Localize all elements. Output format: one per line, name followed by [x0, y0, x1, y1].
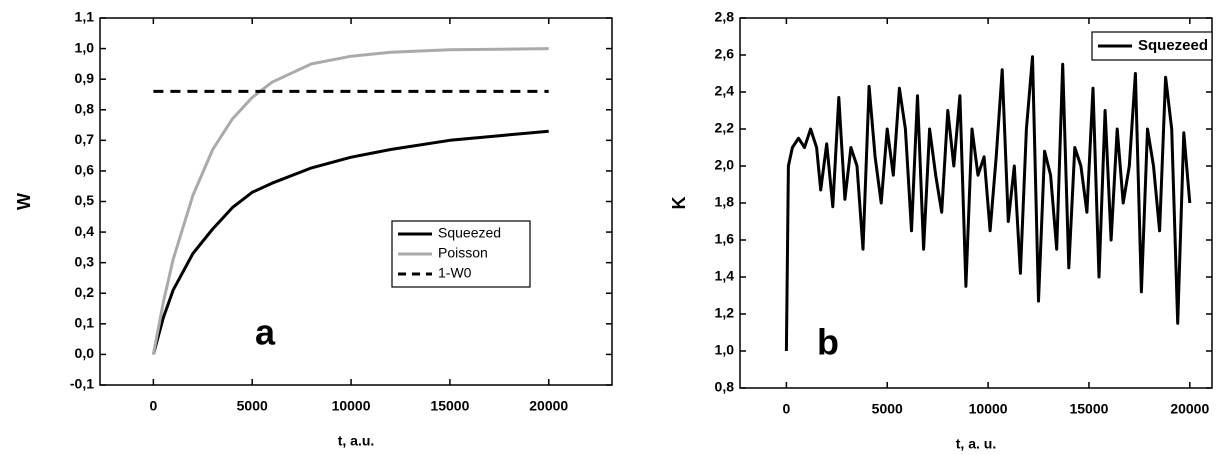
- y-tick-label: 2,6: [715, 46, 735, 62]
- y-tick-label: 0,9: [75, 70, 95, 86]
- x-tick-label: 5000: [872, 401, 903, 417]
- y-tick-label: 0,8: [75, 100, 95, 116]
- y-tick-label: 0,6: [75, 162, 95, 178]
- y-tick-label: 2,0: [715, 157, 735, 173]
- y-tick-label: 1,1: [75, 9, 95, 25]
- y-tick-label: 0,3: [75, 253, 95, 269]
- y-tick-label: 1,0: [75, 39, 95, 55]
- y-tick-label: 1,8: [715, 194, 735, 210]
- x-tick-label: 0: [782, 401, 790, 417]
- y-tick-label: 0,5: [75, 192, 95, 208]
- y-tick-label: 1,6: [715, 231, 735, 247]
- y-tick-label: 2,8: [715, 9, 735, 25]
- plot-frame: [99, 17, 613, 386]
- legend-label: Squeezed: [438, 225, 501, 241]
- x-axis-label: t, a. u.: [956, 436, 996, 452]
- x-tick-label: 15000: [1069, 401, 1108, 417]
- x-tick-label: 0: [149, 398, 157, 414]
- y-axis-label: W: [14, 193, 34, 210]
- y-tick-label: 0,8: [715, 379, 735, 395]
- y-tick-label: 1,2: [715, 305, 735, 321]
- y-tick-label: 2,2: [715, 120, 735, 136]
- panel-annotation: a: [255, 312, 276, 353]
- x-tick-label: 15000: [430, 398, 469, 414]
- y-tick-label: 2,4: [715, 83, 735, 99]
- x-axis-label: t, a.u.: [338, 433, 375, 449]
- y-tick-label: 0,2: [75, 284, 95, 300]
- x-tick-label: 20000: [529, 398, 568, 414]
- x-tick-label: 10000: [969, 401, 1008, 417]
- y-tick-label: 0,4: [75, 223, 95, 239]
- y-tick-label: 1,4: [715, 268, 735, 284]
- series-line: [151, 47, 549, 355]
- x-tick-label: 5000: [237, 398, 268, 414]
- y-tick-label: 0,0: [75, 345, 95, 361]
- x-tick-label: 20000: [1170, 401, 1209, 417]
- y-tick-label: 0,7: [75, 131, 95, 147]
- y-tick-label: 1,0: [715, 342, 735, 358]
- x-tick-label: 10000: [332, 398, 371, 414]
- y-tick-label: 0,1: [75, 315, 95, 331]
- legend-label: 1-W0: [438, 265, 472, 281]
- legend-label: Poisson: [438, 245, 488, 261]
- plot-frame: [739, 17, 1213, 389]
- y-axis-label: K: [669, 197, 689, 210]
- legend-label: Squezeed: [1138, 37, 1208, 54]
- series-line: [151, 129, 549, 355]
- panel-annotation: b: [817, 322, 839, 363]
- y-tick-label: -0,1: [70, 376, 94, 392]
- series-line: [784, 55, 1192, 352]
